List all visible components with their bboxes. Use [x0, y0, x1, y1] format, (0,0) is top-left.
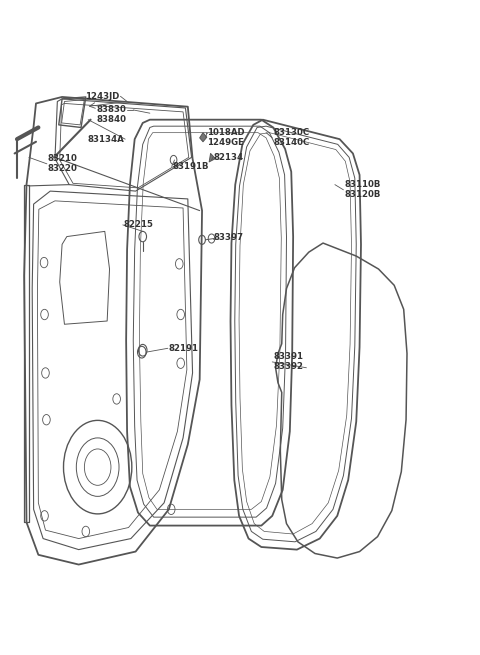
Text: 83392: 83392: [273, 362, 303, 371]
Text: 82191: 82191: [169, 344, 199, 353]
Text: 83391: 83391: [273, 352, 303, 361]
Text: 83134A: 83134A: [87, 135, 124, 143]
Text: 83840: 83840: [96, 115, 126, 124]
Text: 1249GE: 1249GE: [207, 138, 244, 147]
Polygon shape: [200, 133, 207, 141]
Polygon shape: [209, 153, 216, 162]
Text: 83220: 83220: [48, 164, 78, 173]
Text: 83191B: 83191B: [173, 162, 209, 171]
Text: 83140C: 83140C: [273, 138, 310, 147]
Text: 1018AD: 1018AD: [207, 128, 244, 137]
Text: 83830: 83830: [96, 105, 126, 115]
Text: 83120B: 83120B: [344, 190, 381, 199]
Text: 82215: 82215: [124, 220, 154, 229]
Text: 83210: 83210: [48, 154, 78, 163]
Text: 83130C: 83130C: [273, 128, 309, 137]
Text: 83110B: 83110B: [344, 180, 381, 189]
Text: 83397: 83397: [214, 233, 244, 242]
Text: 82134: 82134: [214, 153, 244, 162]
Text: 1243JD: 1243JD: [84, 92, 119, 102]
